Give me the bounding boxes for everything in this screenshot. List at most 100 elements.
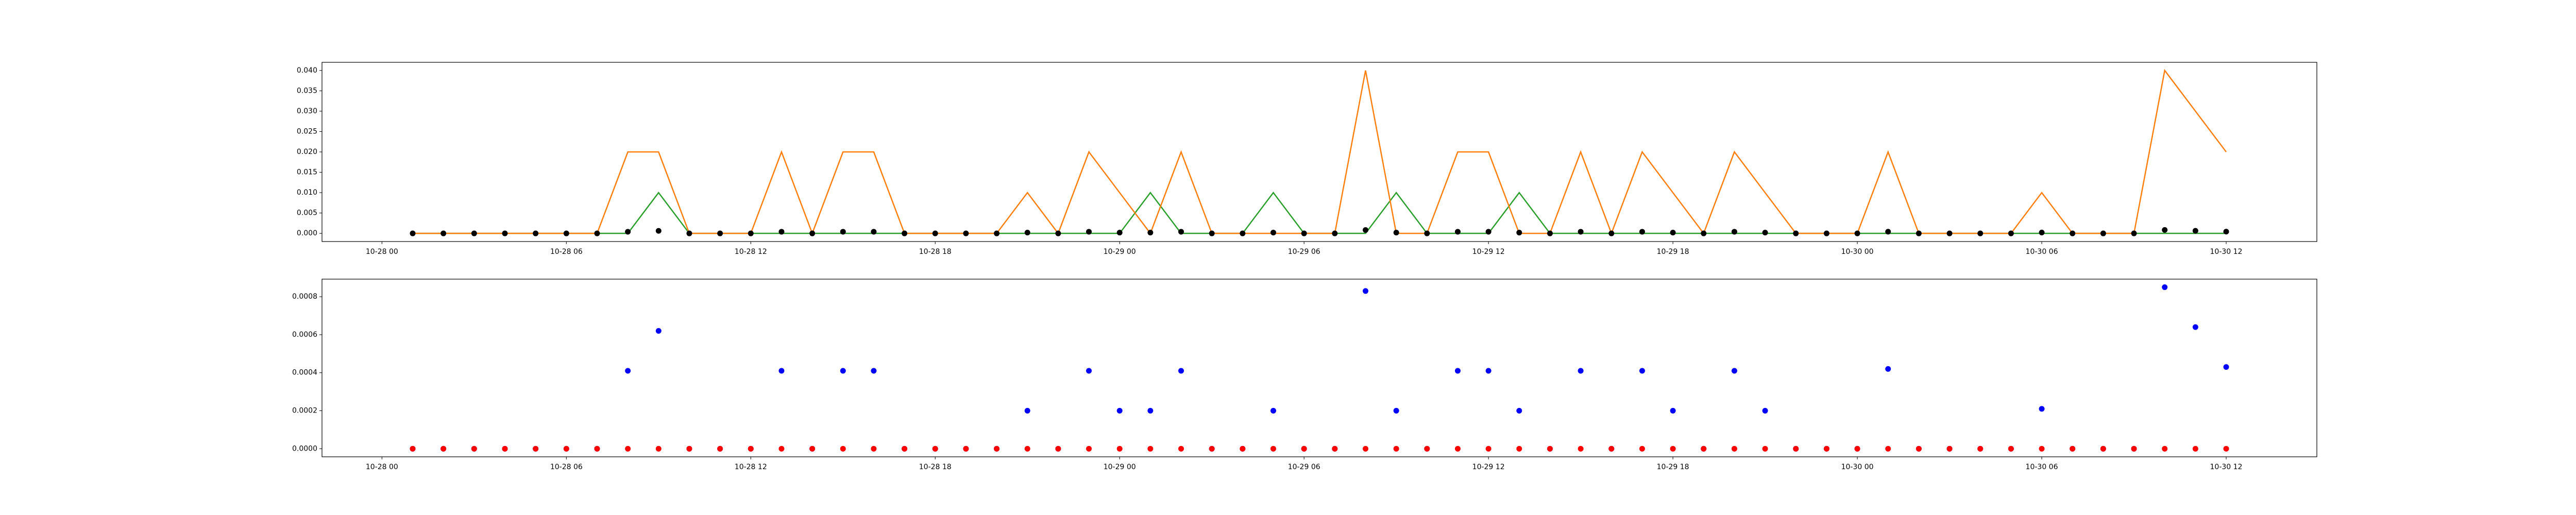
point [1762,445,1768,452]
point [686,230,692,236]
point [1823,445,1829,452]
x-tick-label: 10-29 18 [1657,463,1689,471]
point [1485,445,1492,452]
point [748,230,754,236]
point [440,445,447,452]
point [1639,229,1645,235]
point [1393,408,1399,414]
point [1424,445,1430,452]
point [2039,406,2045,412]
point [2223,229,2229,235]
point [1670,445,1676,452]
point [778,368,785,374]
point [2162,284,2168,290]
point [1147,230,1154,236]
point [1885,366,1891,372]
point [2070,445,2076,452]
point [778,445,785,452]
point [1701,445,1707,452]
point [902,230,908,236]
point [1578,229,1584,235]
point [1977,445,1984,452]
point [1424,230,1430,236]
x-tick-label: 10-28 18 [919,248,952,256]
point [2039,230,2045,236]
point [502,445,508,452]
point [871,229,877,235]
point [2070,230,2076,236]
y-tick-label: 0.025 [297,127,317,135]
point [1731,445,1737,452]
point [410,445,416,452]
point [625,445,631,452]
point [1393,445,1399,452]
x-tick-label: 10-30 12 [2210,248,2243,256]
point [994,230,1000,236]
line [413,68,2227,235]
point [1116,408,1123,414]
x-tick-label: 10-28 00 [366,248,398,256]
x-tick-label: 10-28 12 [735,248,767,256]
point [2162,227,2168,233]
y-tick-label: 0.0008 [292,293,317,301]
y-tick-label: 0.0006 [292,331,317,339]
point [1516,230,1522,236]
point [1270,230,1277,236]
point [717,445,723,452]
point [1670,230,1676,236]
point [2100,230,2106,236]
x-tick-label: 10-28 06 [550,463,583,471]
point [1485,368,1492,374]
point [625,368,631,374]
y-tick-label: 0.000 [297,229,317,237]
point [748,445,754,452]
x-tick-label: 10-28 12 [735,463,767,471]
point [655,445,662,452]
y-tick-label: 0.015 [297,168,317,177]
point [1086,445,1092,452]
x-tick-label: 10-28 18 [919,463,952,471]
y-tick-label: 0.005 [297,209,317,217]
point [440,230,447,236]
point [1608,445,1615,452]
point [1885,445,1891,452]
point [2008,445,2014,452]
point [1454,445,1461,452]
x-tick-label: 10-29 06 [1288,463,1320,471]
point [1823,230,1829,236]
x-tick-label: 10-28 06 [550,248,583,256]
point [1116,445,1123,452]
point [2192,228,2198,234]
point [655,328,662,334]
point [1946,230,1953,236]
point [563,445,569,452]
point [840,368,846,374]
point [471,445,477,452]
point [1731,368,1737,374]
point [1701,230,1707,236]
point [1916,445,1922,452]
point [1240,230,1246,236]
y-tick-label: 0.0000 [292,444,317,453]
x-tick-label: 10-29 12 [1472,248,1505,256]
point [1454,229,1461,235]
point [594,230,600,236]
point [2008,230,2014,236]
point [1793,230,1799,236]
point [2192,445,2198,452]
point [1731,229,1737,235]
point [1946,445,1953,452]
point [1024,408,1030,414]
point [1362,445,1368,452]
point [1885,229,1891,235]
point [1547,230,1553,236]
point [840,229,846,235]
y-tick-label: 0.030 [297,107,317,115]
point [1547,445,1553,452]
x-tick-label: 10-28 00 [366,463,398,471]
point [1209,445,1215,452]
x-tick-label: 10-30 00 [1841,463,1874,471]
point [932,445,938,452]
point [1454,368,1461,374]
point [533,230,539,236]
